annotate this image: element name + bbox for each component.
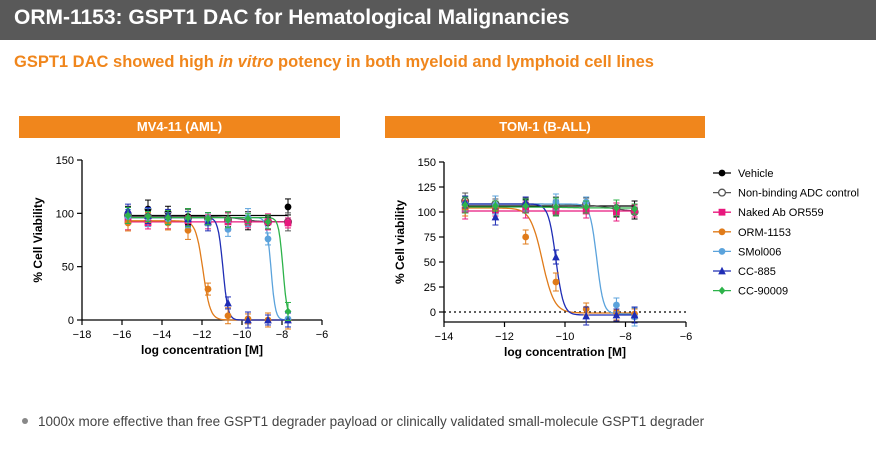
legend-marker-naked-ab-or559 (718, 208, 726, 216)
x-tick-label: −10 (233, 329, 252, 341)
x-tick-label: −8 (276, 329, 289, 341)
data-point-cc-885 (244, 315, 252, 324)
data-point-cc-90009 (631, 205, 638, 213)
subtitle: GSPT1 DAC showed high in vitro potency i… (14, 53, 654, 72)
data-point-cc-885 (224, 298, 232, 307)
y-axis-label: % Cell viability (393, 200, 407, 284)
y-tick-label: 150 (56, 155, 74, 167)
x-tick-label: −6 (680, 331, 693, 343)
data-point-orm-1153 (184, 227, 192, 234)
data-point-cc-90009 (582, 203, 590, 211)
fit-curve-smol006 (128, 216, 289, 321)
y-tick-label: 125 (418, 182, 436, 194)
fit-curve-cc-90009 (128, 216, 289, 311)
x-tick-label: −14 (153, 329, 172, 341)
panel-title-tom-1: TOM-1 (B-ALL) (385, 116, 705, 138)
data-point-cc-885 (630, 310, 639, 319)
fit-curve-cc-885 (128, 216, 288, 321)
data-point-cc-90009 (184, 213, 192, 222)
chart-panel-tom-1: 0 25 50 75 100 125 150 −14 −12 −10 −8 −6 log concent… (393, 157, 692, 359)
data-point-smol006 (613, 301, 620, 309)
legend-marker-orm-1153 (718, 228, 726, 236)
x-tick-label: −16 (113, 329, 132, 341)
data-point-cc-90009 (264, 217, 272, 226)
legend-label-non-binding-adc-control: Non-binding ADC control (738, 188, 859, 200)
legend-marker-cc-885 (718, 266, 726, 275)
x-axis-label: log concentration [M] (141, 343, 263, 357)
legend-marker-non-binding-adc-control (717, 188, 727, 197)
legend: Vehicle Non-binding ADC control Naked Ab O… (713, 168, 859, 298)
data-point-vehicle (284, 203, 292, 211)
title-bar: ORM-1153: GSPT1 DAC for Hematological Ma… (0, 0, 876, 40)
data-point-cc-90009 (613, 204, 620, 212)
x-tick-label: −10 (556, 331, 575, 343)
y-axis-label: % Cell Viability (31, 197, 45, 282)
subtitle-italic: in vitro (218, 53, 274, 71)
y-tick-label: 100 (56, 208, 74, 220)
data-point-cc-90009 (492, 202, 499, 210)
legend-label-vehicle: Vehicle (738, 168, 773, 180)
chart-panel-mv4-11: 0 50 100 150 −18 −16 −14 −12 −10 −8 −6 log concentr… (31, 155, 328, 357)
x-tick-label: −8 (619, 331, 632, 343)
y-tick-label: 75 (424, 232, 436, 244)
bullet-point: 1000x more effective than free GSPT1 deg… (22, 414, 704, 429)
data-point-cc-90009 (244, 214, 252, 223)
subtitle-part2: potency in both myeloid and lymphoid cel… (273, 53, 654, 71)
data-point-cc-90009 (522, 202, 530, 210)
x-axis-label: log concentration [M] (504, 345, 626, 359)
y-tick-label: 0 (68, 315, 74, 327)
data-point-cc-90009 (461, 201, 469, 209)
data-point-cc-885 (264, 315, 272, 324)
panel-title-mv4-11: MV4-11 (AML) (19, 116, 340, 138)
y-tick-label: 50 (62, 262, 74, 274)
legend-label-orm-1153: ORM-1153 (738, 227, 791, 239)
data-point-cc-885 (491, 212, 500, 221)
data-point-cc-885 (552, 252, 560, 261)
x-tick-label: −6 (316, 329, 329, 341)
y-tick-label: 50 (424, 257, 436, 269)
data-point-smol006 (264, 235, 272, 243)
data-point-cc-885 (612, 310, 621, 319)
data-point-cc-90009 (144, 212, 152, 221)
y-tick-label: 100 (418, 207, 436, 219)
x-tick-label: −18 (73, 329, 92, 341)
data-point-orm-1153 (204, 285, 212, 293)
y-tick-label: 25 (424, 282, 436, 294)
data-point-cc-90009 (124, 211, 132, 220)
fit-curve-cc-885 (465, 203, 635, 316)
data-point-orm-1153 (522, 233, 530, 241)
x-tick-label: −12 (193, 329, 212, 341)
data-point-orm-1153 (552, 278, 560, 286)
page-title: ORM-1153: GSPT1 DAC for Hematological Ma… (14, 6, 570, 29)
bullet-dot (22, 418, 28, 425)
data-point-orm-1153 (224, 312, 232, 320)
x-tick-label: −14 (435, 331, 454, 343)
data-point-naked-ab-or559 (284, 219, 292, 227)
legend-label-cc-885: CC-885 (738, 266, 776, 278)
legend-label-smol006: SMol006 (738, 246, 781, 258)
data-point-cc-90009 (224, 215, 232, 224)
data-point-cc-885 (582, 311, 590, 320)
legend-marker-vehicle (718, 169, 726, 177)
subtitle-part1: GSPT1 DAC showed high (14, 53, 219, 71)
x-tick-label: −12 (495, 331, 514, 343)
legend-marker-cc-90009 (718, 286, 726, 295)
data-point-cc-90009 (164, 213, 172, 222)
data-point-cc-90009 (204, 214, 212, 223)
bullet-text: 1000x more effective than free GSPT1 deg… (38, 414, 705, 429)
legend-marker-smol006 (718, 248, 726, 255)
data-point-cc-90009 (552, 203, 560, 211)
legend-label-naked-ab-or559: Naked Ab OR559 (738, 207, 824, 219)
y-tick-label: 0 (430, 307, 436, 319)
y-tick-label: 150 (418, 157, 436, 169)
data-point-cc-90009 (284, 307, 292, 316)
fit-curve-orm-1153 (128, 220, 288, 321)
legend-label-cc-90009: CC-90009 (738, 286, 788, 298)
